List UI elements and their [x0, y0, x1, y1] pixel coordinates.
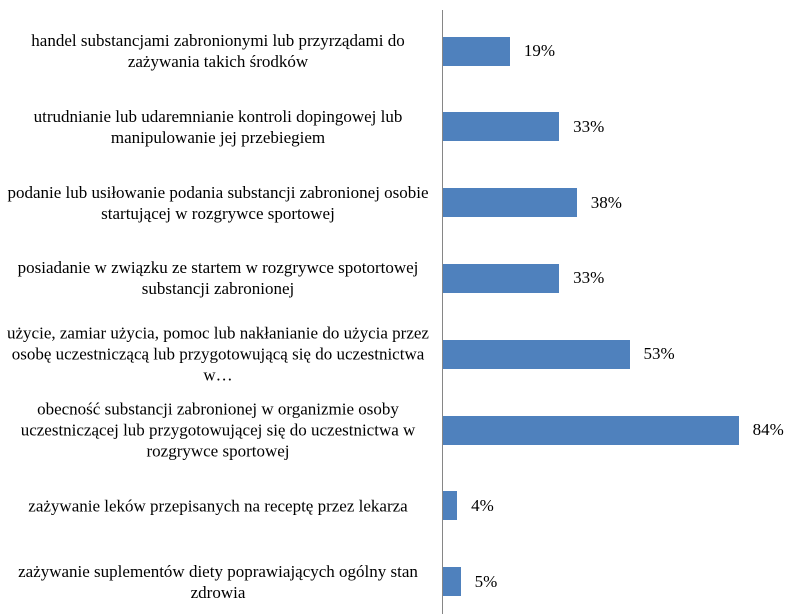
data-label: 38% — [590, 192, 622, 212]
bar — [443, 491, 458, 521]
category-label: zażywanie suplementów diety poprawiający… — [18, 561, 418, 602]
category-label: obecność substancji zabronionej w organi… — [20, 399, 416, 461]
data-label: 4% — [471, 495, 494, 515]
category-label: zażywanie leków przepisanych na receptę … — [28, 496, 408, 516]
bar — [443, 188, 577, 218]
data-label: 5% — [474, 571, 498, 591]
data-label: 84% — [752, 420, 784, 439]
bar — [443, 36, 510, 66]
data-label: 33% — [573, 116, 605, 136]
bar — [443, 415, 739, 445]
category-label: podanie lub usiłowanie podania substancj… — [7, 182, 429, 223]
axis-line — [442, 10, 443, 614]
bar — [443, 567, 461, 597]
bar — [443, 263, 560, 293]
data-label: 33% — [573, 268, 605, 288]
bar — [443, 339, 630, 369]
category-label: posiadanie w związku ze startem w rozgry… — [17, 258, 419, 299]
category-label: handel substancjami zabronionymi lub prz… — [31, 31, 405, 71]
category-label: utrudnianie lub udaremnianie kontroli do… — [33, 106, 403, 147]
data-label: 53% — [643, 344, 675, 364]
bar — [443, 112, 560, 142]
data-label: 19% — [523, 41, 556, 60]
category-label: użycie, zamiar użycia, pomoc lub nakłani… — [7, 323, 429, 385]
